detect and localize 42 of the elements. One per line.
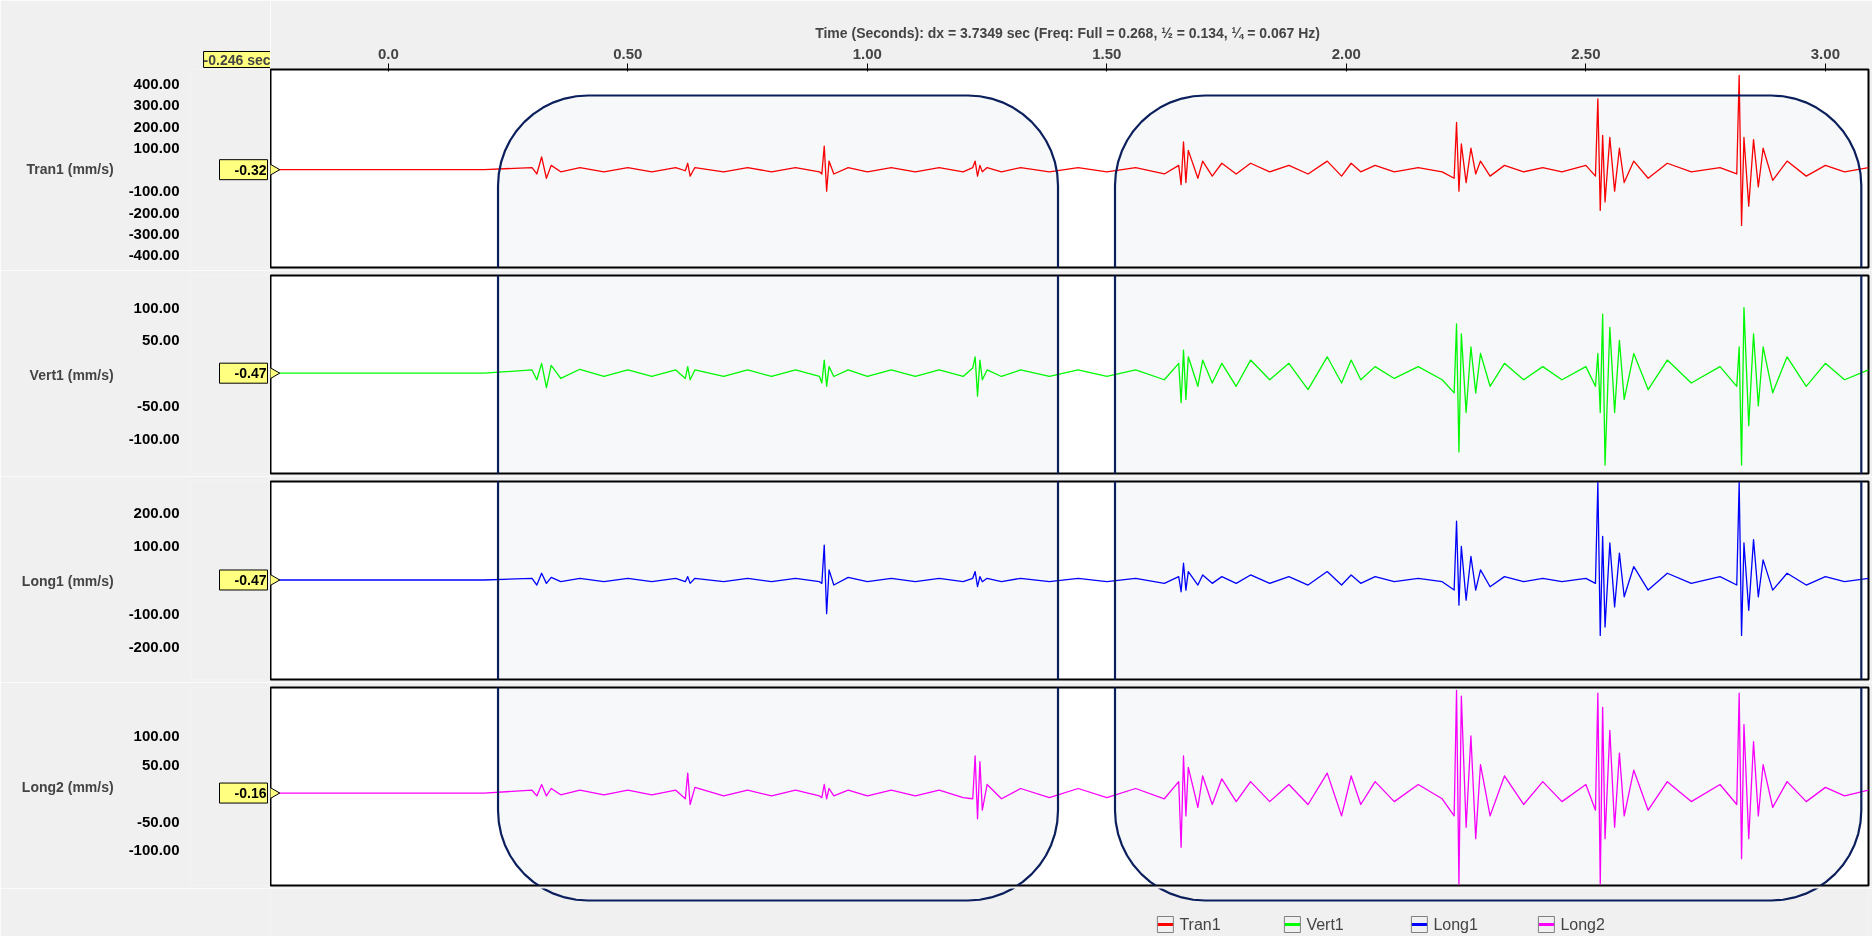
x-tick-label: 3.00	[1810, 44, 1840, 62]
y-tick-label: 100.00	[133, 537, 180, 555]
y-tick-label: 50.00	[141, 755, 180, 773]
y-tick-label: -50.00	[136, 396, 180, 414]
y-tick-label: -100.00	[128, 429, 180, 447]
x-tick-label: 1.00	[852, 44, 882, 62]
y-axis-title: Long2 (mm/s)	[21, 778, 114, 795]
y-tick-label: 50.00	[141, 331, 180, 349]
text: -0.16	[234, 785, 267, 802]
y-axis-title: Tran1 (mm/s)	[26, 160, 114, 177]
text: -0.246 sec	[203, 51, 271, 68]
y-axis-title: Long1 (mm/s)	[21, 572, 114, 589]
y-tick-label: 100.00	[133, 139, 180, 157]
y-tick-label: -200.00	[128, 203, 180, 221]
y-tick-label: 400.00	[133, 74, 180, 92]
y-tick-label: 200.00	[133, 503, 180, 521]
y-tick-label: -50.00	[136, 812, 180, 830]
text: -0.47	[234, 365, 267, 382]
y-tick-label: -400.00	[128, 246, 180, 264]
y-tick-label: -100.00	[128, 841, 180, 859]
legend-label: Tran1	[1179, 916, 1221, 933]
text: -0.32	[234, 161, 267, 178]
y-tick-label: -200.00	[128, 638, 180, 656]
x-tick-label: 0.50	[613, 44, 643, 62]
y-tick-label: 200.00	[133, 117, 180, 135]
y-axis-title: Vert1 (mm/s)	[29, 366, 114, 383]
y-tick-label: 300.00	[133, 96, 180, 114]
x-axis-title: Time (Seconds): dx = 3.7349 sec (Freq: Full = 0.268, ½ = 0.134, ¼ = 0.067 Hz)	[815, 24, 1320, 41]
x-tick-label: 2.00	[1331, 44, 1361, 62]
y-tick-label: -100.00	[128, 182, 180, 200]
y-tick-label: -300.00	[128, 225, 180, 243]
x-tick-label: 0.0	[377, 44, 399, 62]
text: -0.47	[234, 572, 267, 588]
legend-label: Vert1	[1306, 916, 1344, 933]
x-tick-label: 2.50	[1571, 44, 1601, 62]
y-tick-label: -100.00	[128, 604, 180, 622]
legend-label: Long2	[1560, 916, 1605, 933]
x-tick-label: 1.50	[1092, 44, 1122, 62]
y-tick-label: 100.00	[133, 298, 180, 316]
legend-label: Long1	[1433, 916, 1478, 933]
y-tick-label: 100.00	[133, 727, 180, 744]
line-series	[270, 689, 1869, 886]
